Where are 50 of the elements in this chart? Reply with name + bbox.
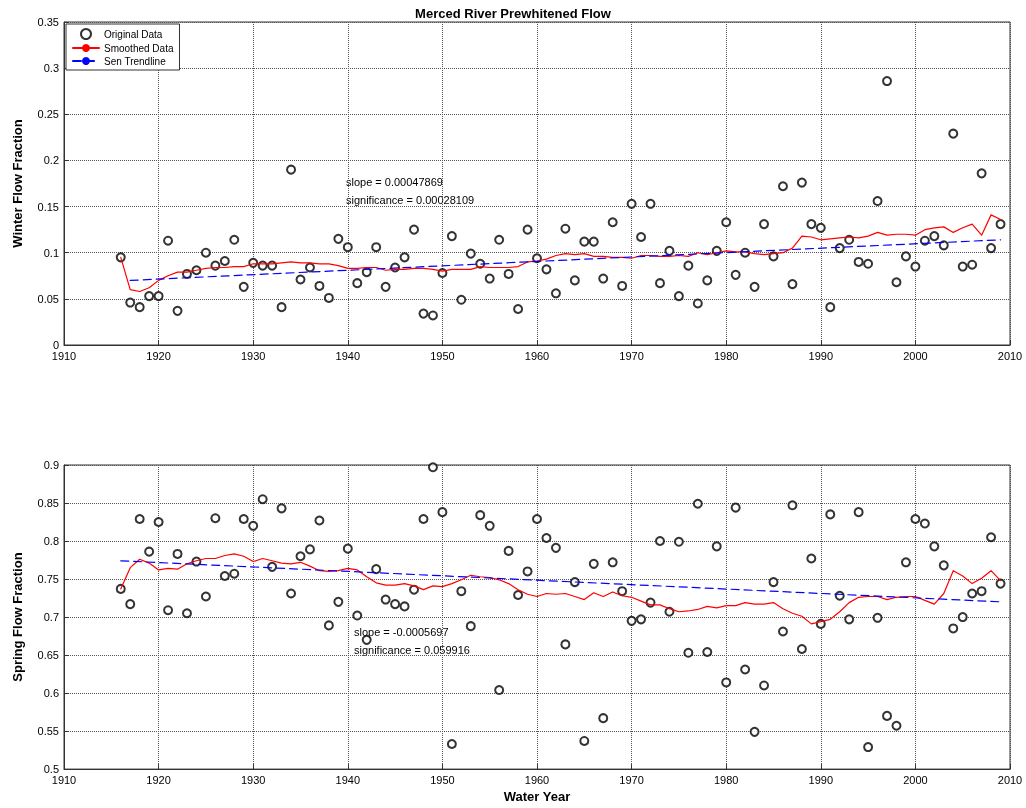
annotation: significance = 0.059916 xyxy=(354,643,470,656)
y-tick-label: 0.65 xyxy=(37,649,59,662)
y-tick-label: 0.9 xyxy=(43,459,59,471)
x-tick-label: 1920 xyxy=(146,349,171,362)
y-tick-label: 0.55 xyxy=(37,725,59,738)
y-tick-label: 0.8 xyxy=(43,535,59,548)
legend-label: Original Data xyxy=(104,28,163,40)
x-tick-label: 1930 xyxy=(240,773,266,786)
x-tick-label: 1930 xyxy=(240,349,266,362)
x-tick-label: 1980 xyxy=(713,773,739,786)
x-tick-label: 1960 xyxy=(524,773,550,786)
y-tick-label: 0.7 xyxy=(43,611,59,624)
chart-title: Merced River Prewhitened Flow xyxy=(415,6,612,21)
y-tick-label: 0.15 xyxy=(37,200,59,213)
y-tick-label: 0.35 xyxy=(37,16,59,28)
x-tick-label: 1910 xyxy=(51,349,77,362)
x-axis-title: Water Year xyxy=(503,789,571,804)
y-tick-label: 0.25 xyxy=(37,108,59,121)
x-tick-label: 1940 xyxy=(335,349,361,362)
x-tick-label: 1980 xyxy=(713,349,739,362)
y-tick-label: 0.05 xyxy=(37,292,59,305)
x-tick-label: 2000 xyxy=(903,773,928,786)
y-tick-label: 0.5 xyxy=(43,763,59,776)
x-tick-label: 1950 xyxy=(430,773,455,786)
x-tick-label: 2000 xyxy=(903,349,928,362)
y-tick-label: 0.85 xyxy=(37,497,59,510)
x-tick-label: 1940 xyxy=(335,773,361,786)
y-tick-label: 0.75 xyxy=(37,573,59,586)
y-axis-title: Spring Flow Fraction xyxy=(10,552,25,682)
x-tick-label: 1910 xyxy=(51,773,77,786)
annotation: significance = 0.00028109 xyxy=(346,193,475,206)
x-tick-label: 1970 xyxy=(619,349,644,362)
x-tick-label: 2010 xyxy=(997,349,1023,362)
y-tick-label: 0.1 xyxy=(43,246,59,259)
x-tick-label: 1970 xyxy=(619,773,644,786)
y-tick-label: 0.3 xyxy=(43,62,59,75)
x-tick-label: 1920 xyxy=(146,773,171,786)
legend-label: Smoothed Data xyxy=(104,42,174,54)
y-axis-title: Winter Flow Fraction xyxy=(10,119,25,248)
legend-label: Sen Trendline xyxy=(104,55,167,67)
x-tick-label: 1990 xyxy=(808,349,834,362)
x-tick-label: 1950 xyxy=(430,349,455,362)
y-tick-label: 0 xyxy=(52,339,59,351)
annotation: slope = 0.00047869 xyxy=(346,175,443,188)
x-tick-label: 1960 xyxy=(524,349,550,362)
y-tick-label: 0.2 xyxy=(43,154,59,167)
y-tick-label: 0.6 xyxy=(43,687,59,700)
annotation: slope = -0.0005697 xyxy=(354,625,449,638)
x-tick-label: 1990 xyxy=(808,773,834,786)
x-tick-label: 2010 xyxy=(997,773,1023,786)
